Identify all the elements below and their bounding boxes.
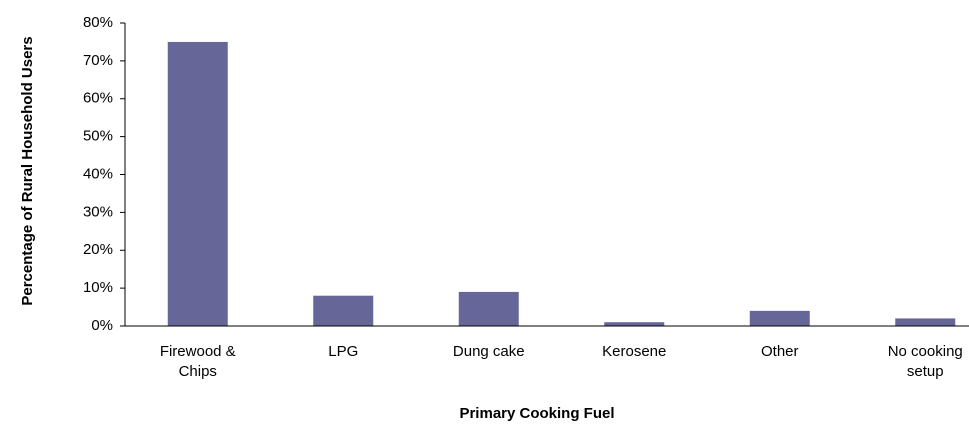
y-tick-label: 70% xyxy=(83,52,113,69)
bar xyxy=(604,322,665,326)
x-tick-label: Kerosene xyxy=(602,343,667,360)
x-tick-label: LPG xyxy=(328,343,359,360)
x-tick-label: Dung cake xyxy=(452,343,525,360)
x-tick-label: Firewood & Chips xyxy=(159,343,236,380)
bar xyxy=(458,291,519,326)
y-tick-label: 20% xyxy=(83,241,113,258)
bar xyxy=(895,318,956,326)
y-tick-label: 50% xyxy=(83,128,113,145)
bar xyxy=(313,295,374,326)
y-tick-label: 80% xyxy=(83,14,113,31)
x-axis-label: Primary Cooking Fuel xyxy=(459,405,615,422)
x-tick-label: Other xyxy=(760,343,799,360)
y-tick-label: 10% xyxy=(83,279,113,296)
y-tick-label: 0% xyxy=(91,317,113,334)
y-tick-label: 60% xyxy=(83,90,113,107)
y-tick-label: 40% xyxy=(83,165,113,182)
y-axis-label: Percentage of Rural Household Users xyxy=(19,36,36,306)
y-tick-label: 30% xyxy=(83,203,113,220)
x-tick-label: No cooking setup xyxy=(887,343,963,380)
bar xyxy=(749,310,810,326)
bar xyxy=(167,41,228,326)
